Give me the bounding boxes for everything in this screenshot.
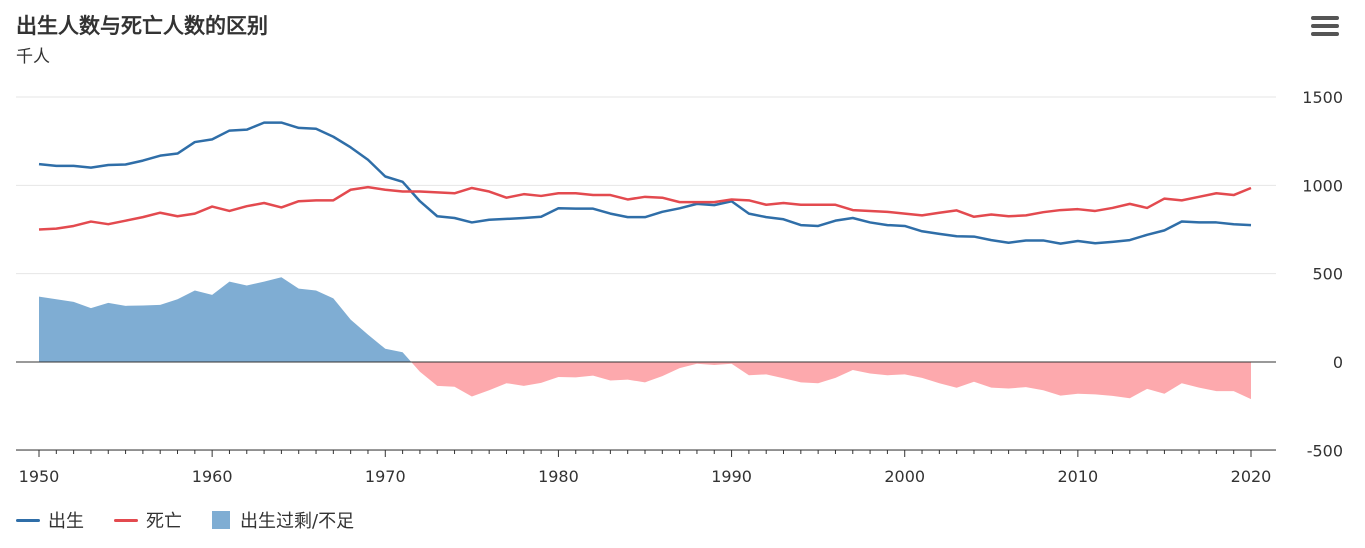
legend-item-births[interactable]: 出生 <box>16 507 84 533</box>
y-tick-label: 500 <box>1312 265 1343 284</box>
hamburger-icon[interactable] <box>1311 16 1339 40</box>
legend-label-deaths: 死亡 <box>146 511 182 532</box>
x-tick-label: 2020 <box>1231 467 1272 486</box>
legend-swatch-surplus <box>212 511 230 529</box>
legend-item-surplus[interactable]: 出生过剩/不足 <box>212 507 354 533</box>
y-tick-label: 0 <box>1333 353 1343 372</box>
series-line-deaths <box>38 185 1252 231</box>
chart-subtitle: 千人 <box>16 47 50 67</box>
legend: 出生 死亡 出生过剩/不足 <box>16 506 384 534</box>
surplus-area <box>39 277 1251 362</box>
deficit-area <box>39 362 1251 400</box>
legend-label-births: 出生 <box>48 511 84 532</box>
surplus-deficit-area <box>39 277 1251 400</box>
x-tick-label: 2010 <box>1057 467 1098 486</box>
y-tick-label: -500 <box>1307 441 1343 460</box>
x-axis <box>16 449 1276 457</box>
series-lines <box>38 121 1252 245</box>
x-tick-label: 1970 <box>365 467 406 486</box>
y-tick-label: 1000 <box>1302 176 1343 195</box>
legend-item-deaths[interactable]: 死亡 <box>114 507 182 533</box>
grid-lines <box>16 96 1276 451</box>
legend-label-surplus: 出生过剩/不足 <box>240 511 355 532</box>
x-tick-label: 1990 <box>711 467 752 486</box>
y-tick-label: 1500 <box>1302 88 1343 107</box>
x-tick-label: 1960 <box>192 467 233 486</box>
legend-swatch-births <box>16 518 40 522</box>
x-tick-label: 1950 <box>19 467 60 486</box>
x-tick-label: 2000 <box>884 467 925 486</box>
legend-swatch-deaths <box>114 518 138 522</box>
chart-title: 出生人数与死亡人数的区别 <box>16 14 268 38</box>
y-axis-ticks: -500 0 500 1000 1500 <box>1302 88 1343 460</box>
x-axis-ticks: 1950 1960 1970 1980 1990 2000 2010 2020 <box>19 467 1272 486</box>
series-line-births <box>38 121 1252 245</box>
x-tick-label: 1980 <box>538 467 579 486</box>
